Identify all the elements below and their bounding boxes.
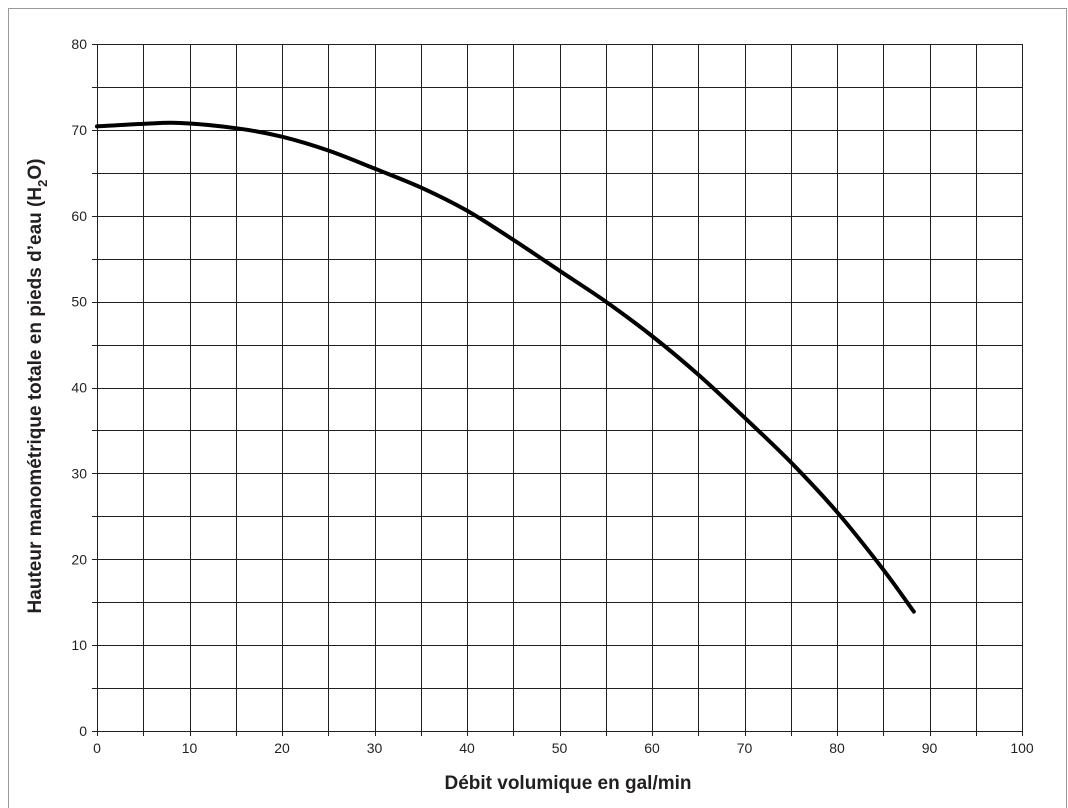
y-tick-label: 0 [79,723,87,739]
y-axis-label: Hauteur manométrique totale en pieds d’e… [25,159,50,614]
x-axis-label: Débit volumique en gal/min [444,773,691,794]
x-tick-labels: 0 10 20 30 40 50 60 70 80 90 100 [93,740,1034,756]
y-tick-label: 50 [71,294,87,310]
x-tick-label: 40 [459,740,475,756]
x-tick-label: 100 [1010,740,1034,756]
y-tick-label: 80 [71,36,87,52]
x-tick-label: 70 [737,740,753,756]
y-tick-label: 70 [71,122,87,138]
x-tick-label: 10 [182,740,198,756]
vertical-gridlines [98,44,1023,736]
y-tick-label: 60 [71,208,87,224]
y-axis-label-subscript: 2 [35,180,50,187]
x-tick-label: 50 [552,740,568,756]
x-tick-label: 0 [93,740,101,756]
x-tick-label: 80 [829,740,845,756]
x-tick-label: 60 [644,740,660,756]
y-tick-label: 40 [71,380,87,396]
y-axis-label-text: Hauteur manométrique totale en pieds d’e… [25,187,46,614]
y-tick-label: 20 [71,551,87,567]
x-tick-label: 20 [274,740,290,756]
y-tick-label: 10 [71,637,87,653]
y-tick-labels: 0 10 20 30 40 50 60 70 80 [71,36,87,739]
horizontal-gridlines [92,45,1022,732]
y-axis-label-suffix: O) [25,159,46,180]
y-tick-label: 30 [71,465,87,481]
x-tick-label: 90 [922,740,938,756]
x-tick-label: 30 [367,740,383,756]
